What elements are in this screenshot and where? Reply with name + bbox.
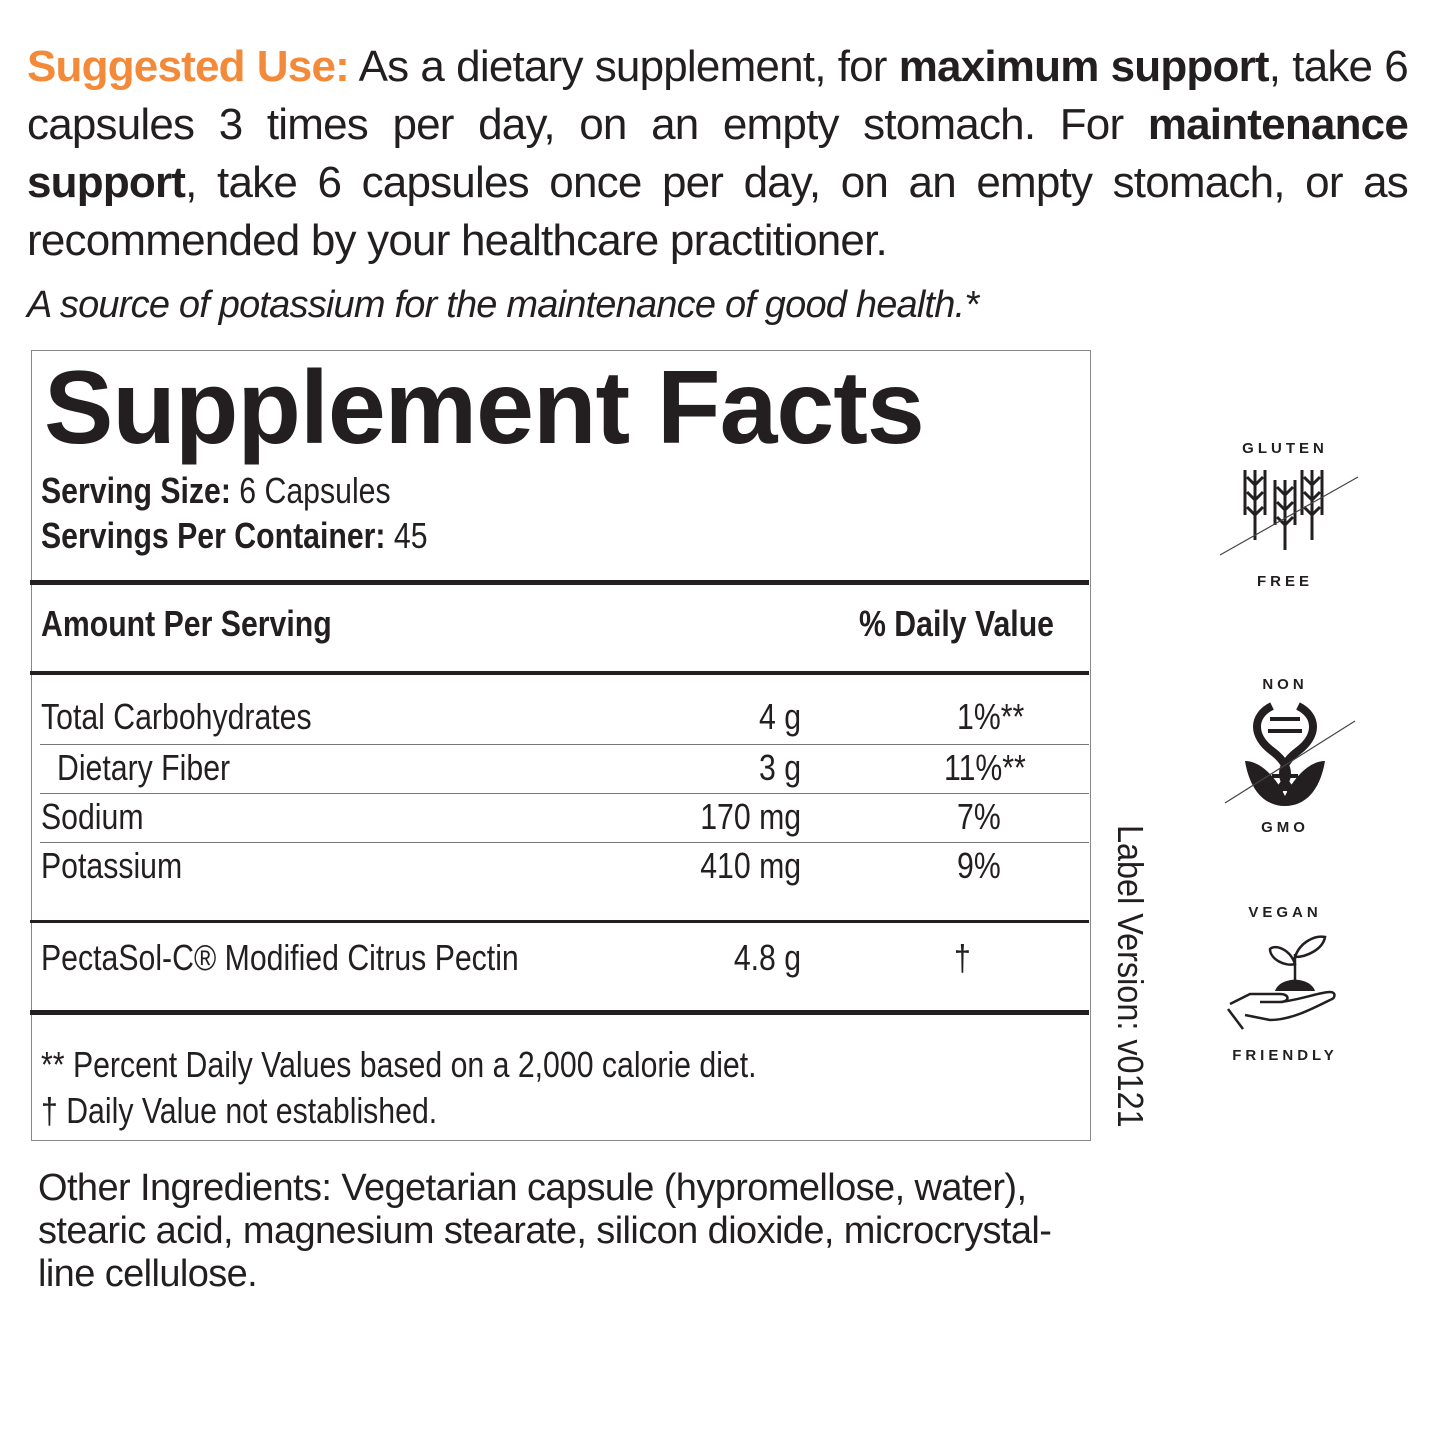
wheat-crossed-icon — [1219, 470, 1359, 556]
other-ingredients-label: Other Ingredients: — [38, 1167, 332, 1209]
text: Vegetarian capsule (hypromellose, water)… — [38, 1167, 1052, 1295]
amount-header: Amount Per Serving — [41, 603, 332, 644]
row-name: Total Carbohydrates — [41, 696, 312, 737]
row-name: Potassium — [41, 845, 183, 886]
row-amount: 4 g — [758, 696, 801, 737]
row-dv: † — [954, 937, 971, 978]
badge-bottom: FREE — [1256, 573, 1313, 590]
divider — [40, 793, 1089, 794]
suggested-use-label: Suggested Use: — [27, 42, 350, 91]
hand-sprout-icon — [1227, 935, 1336, 1030]
row-amount: 4.8 g — [733, 937, 801, 978]
health-claim: A source of potassium for the maintenanc… — [27, 284, 979, 326]
dna-crossed-icon — [1224, 702, 1356, 806]
badge-top: GLUTEN — [1242, 440, 1328, 457]
facts-title: Supplement Facts — [44, 350, 925, 466]
servings-per-container: Servings Per Container: 45 — [41, 515, 428, 556]
serving-size: Serving Size: 6 Capsules — [41, 470, 391, 511]
row-dv: 7% — [957, 796, 1001, 837]
badge-gluten-free: GLUTEN FREE — [1205, 440, 1365, 590]
badge-bottom: FRIENDLY — [1232, 1047, 1338, 1064]
badge-top: VEGAN — [1248, 904, 1322, 921]
emphasis: maintenance support — [27, 100, 1409, 207]
row-dv: 11%** — [944, 747, 1026, 788]
row-amount: 410 mg — [700, 845, 801, 886]
supplement-facts-panel: Supplement Facts Serving Size: 6 Capsule… — [30, 350, 1091, 1141]
row-amount: 170 mg — [700, 796, 801, 837]
emphasis: maximum support — [898, 42, 1270, 91]
divider — [30, 920, 1089, 923]
row-dv: 9% — [957, 845, 1001, 886]
text: As a dietary supplement, for — [348, 42, 899, 91]
suggested-use: Suggested Use: As a dietary supplement, … — [27, 38, 1409, 270]
divider — [40, 744, 1089, 745]
divider — [30, 1010, 1089, 1015]
row-amount: 3 g — [758, 747, 801, 788]
row-dv: 1%** — [957, 696, 1025, 737]
row-name: PectaSol-C® Modified Citrus Pectin — [41, 937, 519, 978]
row-name: Dietary Fiber — [57, 747, 231, 788]
text: , take 6 capsules 3 times per day, on an… — [27, 42, 1409, 149]
other-ingredients: Other Ingredients: Vegetarian capsule (h… — [38, 1167, 1068, 1296]
divider — [30, 580, 1089, 585]
divider — [30, 671, 1089, 675]
divider — [40, 842, 1089, 843]
badge-vegan-friendly: VEGAN FRIENDLY — [1205, 904, 1365, 1064]
badge-top: NON — [1262, 676, 1308, 693]
label-content: Suggested Use: As a dietary supplement, … — [0, 38, 1445, 1296]
label-version: Label Version: v0121 — [1110, 825, 1151, 1128]
row-name: Sodium — [41, 796, 144, 837]
badge-bottom: GMO — [1261, 819, 1309, 836]
footnote: ** Percent Daily Values based on a 2,000… — [41, 1044, 757, 1085]
text: , take 6 capsules once per day, on an em… — [27, 158, 1409, 265]
footnote: † Daily Value not established. — [41, 1090, 438, 1131]
dv-header: % Daily Value — [859, 603, 1054, 644]
badge-non-gmo: NON GMO — [1205, 676, 1365, 836]
